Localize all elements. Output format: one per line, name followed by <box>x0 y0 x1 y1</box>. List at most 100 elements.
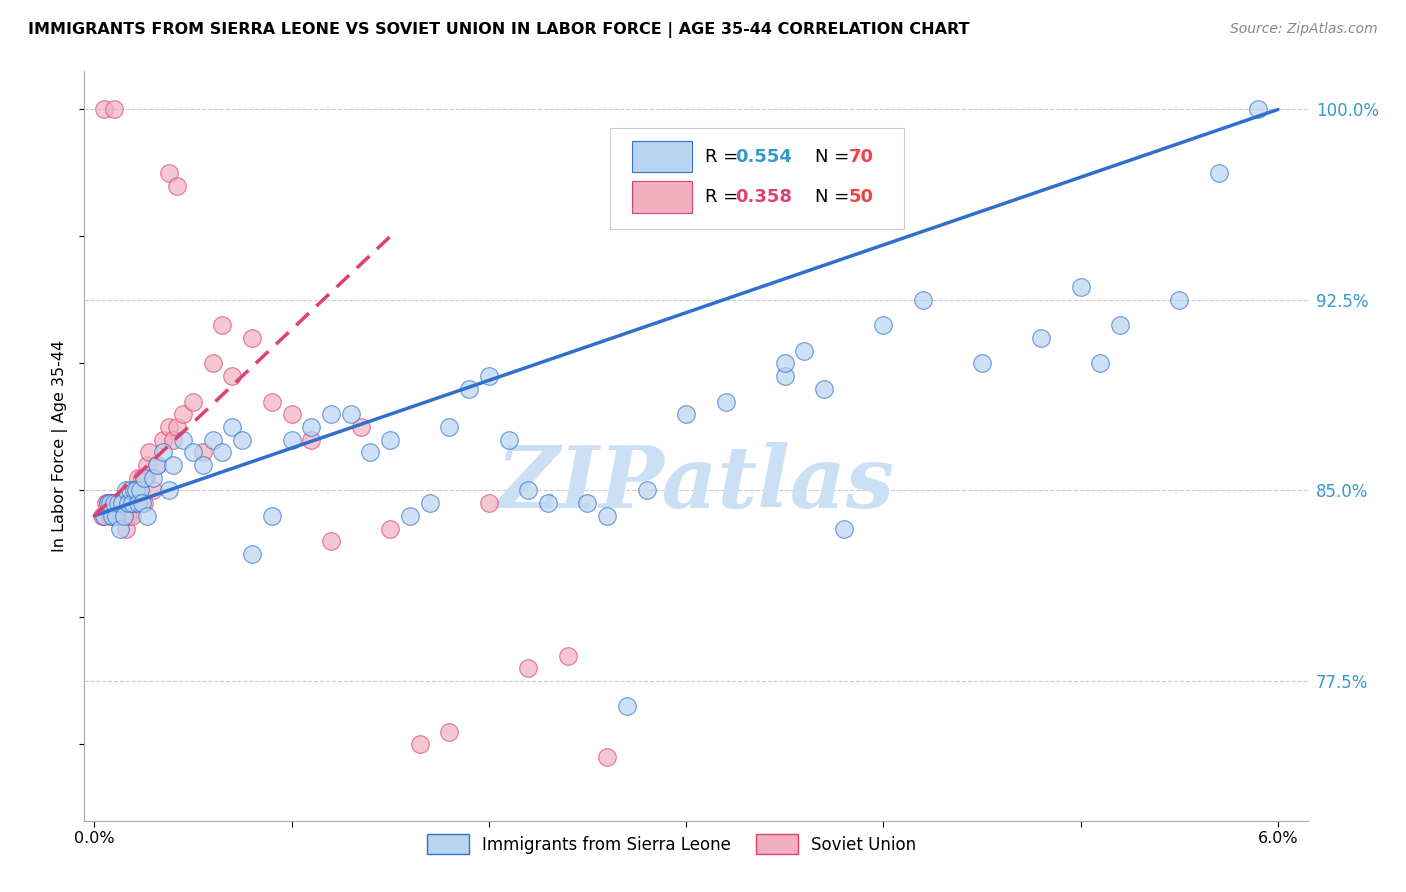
Point <box>1070 280 1092 294</box>
Point <box>359 445 381 459</box>
Text: 70: 70 <box>849 147 875 166</box>
Point <box>260 394 283 409</box>
Point <box>93 508 115 523</box>
Point <box>122 483 145 498</box>
Point <box>152 433 174 447</box>
Point <box>675 407 697 421</box>
Point <box>1090 356 1112 370</box>
Point <box>319 534 342 549</box>
Point <box>157 483 180 498</box>
Text: N =: N = <box>814 188 855 206</box>
Point <box>103 103 125 117</box>
Text: N =: N = <box>814 147 855 166</box>
Point <box>103 508 125 523</box>
Point <box>478 369 501 384</box>
Point <box>172 433 194 447</box>
Point <box>201 433 224 447</box>
Point <box>111 496 134 510</box>
Point <box>108 496 131 510</box>
Point <box>112 508 135 523</box>
Point <box>132 471 155 485</box>
Point <box>93 508 115 523</box>
Point <box>339 407 361 421</box>
Point <box>104 496 127 510</box>
Text: R =: R = <box>704 147 744 166</box>
Point <box>101 496 124 510</box>
Point <box>240 547 263 561</box>
Text: R =: R = <box>704 188 744 206</box>
Point <box>773 356 796 370</box>
Point <box>576 496 599 510</box>
Point <box>124 483 146 498</box>
Point <box>138 445 160 459</box>
Point <box>458 382 481 396</box>
Point <box>260 508 283 523</box>
Point <box>813 382 835 396</box>
Point <box>832 522 855 536</box>
Point <box>136 458 159 472</box>
Point <box>231 433 253 447</box>
Point <box>191 458 214 472</box>
Point <box>1031 331 1053 345</box>
Point <box>114 483 136 498</box>
Point <box>117 496 139 510</box>
Point <box>636 483 658 498</box>
Point <box>131 496 153 510</box>
Point <box>380 433 402 447</box>
Point <box>596 508 619 523</box>
Point <box>93 103 115 117</box>
Point <box>157 420 180 434</box>
Point <box>118 496 141 510</box>
Point <box>498 433 520 447</box>
Point <box>107 508 129 523</box>
Point <box>211 445 233 459</box>
Point <box>399 508 422 523</box>
Point <box>299 420 322 434</box>
Y-axis label: In Labor Force | Age 35-44: In Labor Force | Age 35-44 <box>52 340 69 552</box>
Point <box>439 724 461 739</box>
Text: 50: 50 <box>849 188 875 206</box>
Point <box>211 318 233 333</box>
Point <box>157 166 180 180</box>
Point <box>121 508 143 523</box>
Point <box>517 483 540 498</box>
Point <box>122 496 145 510</box>
Point <box>132 496 155 510</box>
Point <box>124 483 146 498</box>
Point <box>478 496 501 510</box>
Point <box>793 343 815 358</box>
Point <box>118 483 141 498</box>
Point <box>537 496 560 510</box>
Point <box>98 496 121 510</box>
Point <box>104 508 127 523</box>
Point <box>128 483 150 498</box>
Point <box>114 522 136 536</box>
Text: 0.358: 0.358 <box>735 188 792 206</box>
Point <box>146 458 169 472</box>
Point <box>714 394 737 409</box>
Point <box>557 648 579 663</box>
Point <box>280 407 302 421</box>
Point <box>872 318 894 333</box>
Point <box>117 508 139 523</box>
Point <box>111 508 134 523</box>
Point <box>201 356 224 370</box>
Point <box>319 407 342 421</box>
Point <box>97 496 120 510</box>
Point <box>911 293 934 307</box>
Point <box>112 508 135 523</box>
Point <box>439 420 461 434</box>
Point <box>142 483 165 498</box>
Point <box>98 508 121 523</box>
Point <box>970 356 993 370</box>
Point <box>1109 318 1132 333</box>
Point <box>240 331 263 345</box>
Point <box>221 420 243 434</box>
Point <box>146 458 169 472</box>
Point <box>409 738 432 752</box>
Point <box>128 483 150 498</box>
Text: IMMIGRANTS FROM SIERRA LEONE VS SOVIET UNION IN LABOR FORCE | AGE 35-44 CORRELAT: IMMIGRANTS FROM SIERRA LEONE VS SOVIET U… <box>28 22 970 38</box>
Point <box>108 522 131 536</box>
Point <box>94 496 117 510</box>
Point <box>380 522 402 536</box>
